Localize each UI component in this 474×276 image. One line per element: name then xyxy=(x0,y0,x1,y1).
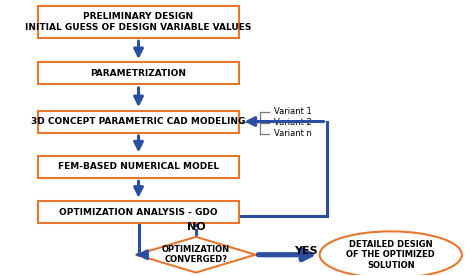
FancyBboxPatch shape xyxy=(37,6,239,38)
FancyBboxPatch shape xyxy=(37,156,239,178)
Text: NO: NO xyxy=(187,222,205,232)
Polygon shape xyxy=(136,237,255,273)
Text: Variant n: Variant n xyxy=(274,129,312,138)
Text: Variant 2: Variant 2 xyxy=(274,118,311,128)
Text: OPTIMIZATION
CONVERGED?: OPTIMIZATION CONVERGED? xyxy=(162,245,230,264)
Text: Variant 1: Variant 1 xyxy=(274,107,311,116)
FancyBboxPatch shape xyxy=(37,62,239,84)
Text: DETAILED DESIGN
OF THE OPTIMIZED
SOLUTION: DETAILED DESIGN OF THE OPTIMIZED SOLUTIO… xyxy=(346,240,435,270)
Text: OPTIMIZATION ANALYSIS - GDO: OPTIMIZATION ANALYSIS - GDO xyxy=(59,208,218,217)
Ellipse shape xyxy=(319,231,462,276)
Text: 3D CONCEPT PARAMETRIC CAD MODELING: 3D CONCEPT PARAMETRIC CAD MODELING xyxy=(31,117,246,126)
Text: FEM-BASED NUMERICAL MODEL: FEM-BASED NUMERICAL MODEL xyxy=(58,162,219,171)
Text: YES: YES xyxy=(294,246,318,256)
Text: PRELIMINARY DESIGN
INITIAL GUESS OF DESIGN VARIABLE VALUES: PRELIMINARY DESIGN INITIAL GUESS OF DESI… xyxy=(25,12,252,32)
FancyBboxPatch shape xyxy=(37,201,239,223)
Text: PARAMETRIZATION: PARAMETRIZATION xyxy=(91,69,187,78)
FancyBboxPatch shape xyxy=(37,111,239,132)
